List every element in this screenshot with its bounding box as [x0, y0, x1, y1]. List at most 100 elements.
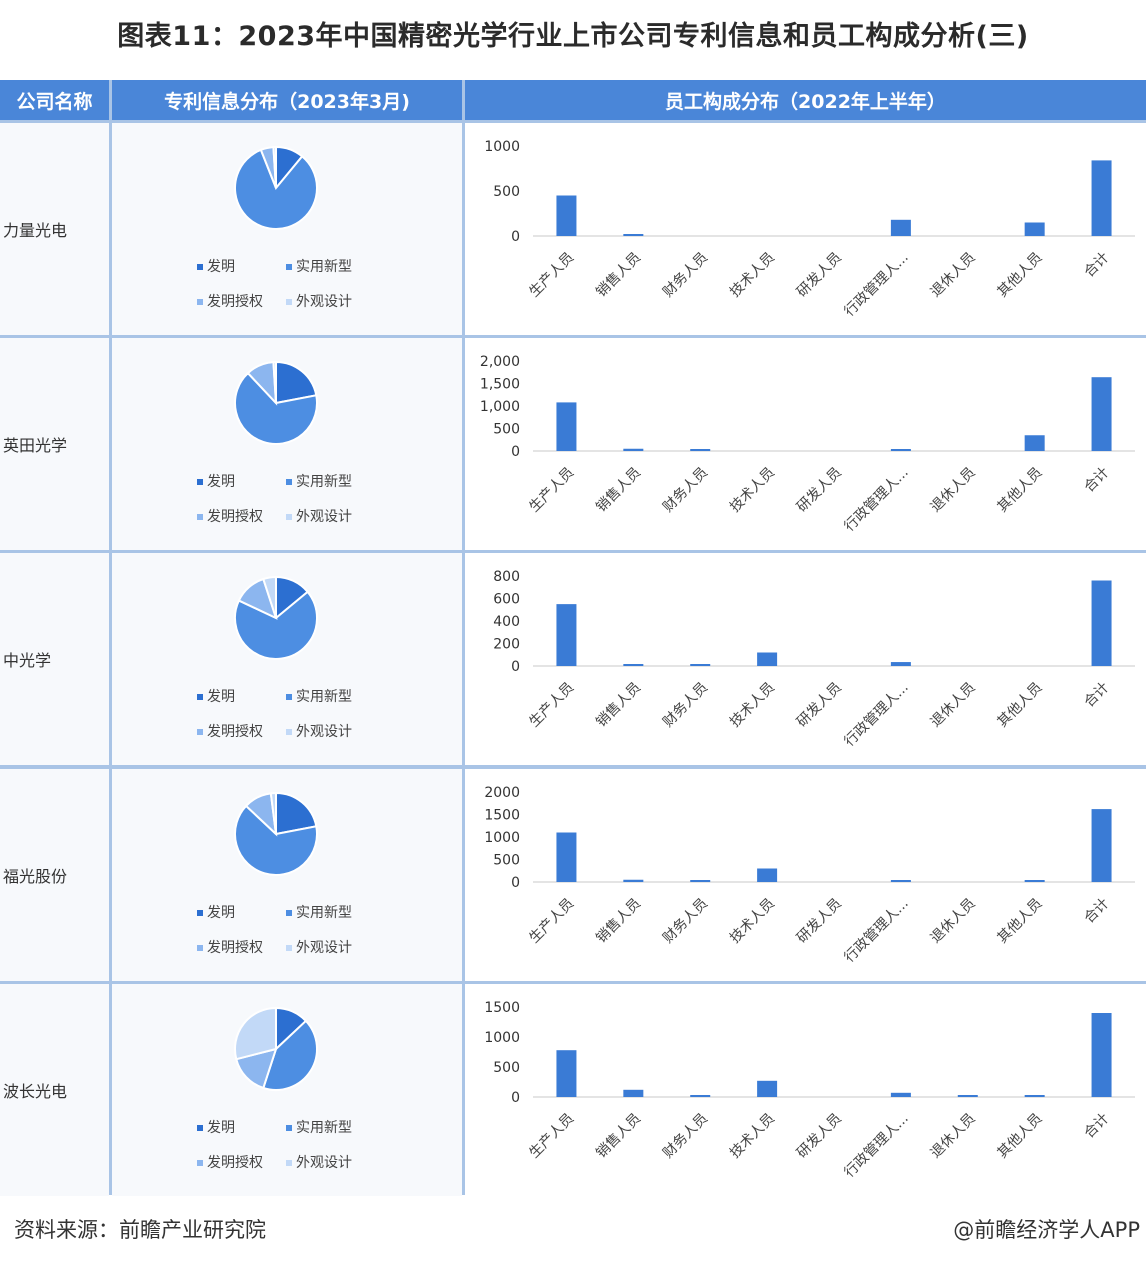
bar-退休人员	[957, 1095, 978, 1097]
y-tick-label: 500	[493, 1060, 520, 1076]
bar-合计	[1091, 1013, 1112, 1097]
bar-chart: 0 200 400 600 800 生产人员 销售人员 财务人员 技术人员 研发人员行政管理人..…	[493, 569, 1135, 750]
source-note: 资料来源：前瞻产业研究院	[14, 1218, 266, 1242]
bar-生产人员	[556, 402, 577, 451]
x-tick-label: 退休人员	[928, 680, 979, 731]
legend-label: 外观设计	[296, 724, 352, 740]
pie-slice-外观设计	[262, 575, 277, 619]
staff-cell: 0 200 400 600 800 生产人员 销售人员 财务人员 技术人员 研发人员 行政管理人..…	[465, 553, 1146, 765]
legend-label: 外观设计	[296, 294, 352, 310]
legend-label: 实用新型	[296, 1120, 352, 1136]
legend-marker	[286, 910, 292, 916]
company-cell: 波长光电	[0, 984, 109, 1196]
x-tick-label: 其他人员	[995, 680, 1046, 731]
pie-slice-实用新型	[234, 804, 318, 876]
bar-生产人员	[556, 195, 577, 236]
company-cell: 英田光学	[0, 338, 109, 550]
table-row: 波长光电 发明 实用新型 发明授权 外观设计 0 500 1000 1500 生产人员 销售人员 财务…	[0, 984, 1146, 1196]
y-tick-label: 2,000	[480, 354, 520, 370]
legend-marker	[286, 1125, 292, 1131]
x-tick-label: 合计	[1081, 896, 1112, 927]
company-name: 力量光电	[3, 221, 68, 240]
company-name: 福光股份	[3, 867, 68, 886]
bar-生产人员	[556, 604, 577, 666]
y-tick-label: 200	[493, 637, 520, 653]
bar-销售人员	[623, 1089, 644, 1097]
y-tick-label: 500	[493, 853, 520, 869]
x-tick-label: 生产人员	[526, 680, 577, 731]
y-tick-label: 1000	[484, 139, 520, 155]
legend-label: 发明	[207, 259, 235, 275]
x-tick-label: 财务人员	[660, 680, 711, 731]
legend-marker	[286, 299, 292, 305]
y-tick-label: 1,500	[480, 377, 520, 393]
staff-cell: 0 500 1000 生产人员 销售人员 财务人员 技术人员 研发人员 行政管理人... 退休人员…	[465, 123, 1146, 335]
company-cell: 福光股份	[0, 769, 109, 981]
bar-财务人员	[690, 449, 711, 451]
legend-marker	[197, 479, 203, 485]
patent-cell: 发明 实用新型 发明授权 外观设计	[112, 123, 462, 335]
bar-行政管理人...	[890, 880, 911, 882]
legend-marker	[197, 299, 203, 305]
y-tick-label: 500	[493, 422, 520, 438]
pie-slice-外观设计	[269, 791, 277, 835]
legend-marker	[286, 1160, 292, 1166]
patent-cell: 发明 实用新型 发明授权 外观设计	[112, 984, 462, 1196]
x-tick-label: 技术人员	[727, 896, 778, 947]
x-tick-label: 其他人员	[995, 465, 1046, 516]
y-tick-label: 0	[511, 1090, 520, 1106]
legend-marker	[197, 945, 203, 951]
legend-marker	[286, 264, 292, 270]
bar-技术人员	[757, 652, 778, 666]
staff-cell: 0 500 1,000 1,500 2,000 生产人员 销售人员 财务人员 技术人员 研发人员行…	[465, 338, 1146, 550]
legend-marker	[197, 1125, 203, 1131]
pie-slice-实用新型	[234, 148, 318, 230]
bar-生产人员	[556, 1050, 577, 1097]
bar-销售人员	[623, 664, 644, 666]
legend-marker	[286, 945, 292, 951]
patent-cell: 发明 实用新型 发明授权 外观设计	[112, 769, 462, 981]
legend-marker	[197, 1160, 203, 1166]
bar-行政管理人...	[890, 1092, 911, 1097]
x-tick-label: 财务人员	[660, 465, 711, 516]
x-tick-label: 合计	[1081, 680, 1112, 711]
legend-label: 发明	[207, 474, 235, 490]
legend-label: 发明	[207, 1120, 235, 1136]
x-tick-label: 退休人员	[928, 250, 979, 301]
table-row: 英田光学 发明 实用新型 发明授权 外观设计 0 500 1,000 1,500 2,000 生产人…	[0, 338, 1146, 550]
x-tick-label: 研发人员	[794, 1111, 845, 1162]
legend-marker	[286, 694, 292, 700]
legend-label: 发明	[207, 905, 235, 921]
legend-label: 发明授权	[207, 294, 263, 310]
bar-chart: 0 500 1000 1500 2000 生产人员 销售人员 财务人员 技术人员 研发人员行政管理…	[484, 785, 1135, 966]
x-tick-label: 技术人员	[727, 465, 778, 516]
header-patent: 专利信息分布（2023年3月)	[112, 80, 462, 120]
x-tick-label: 行政管理人...	[841, 680, 911, 750]
y-tick-label: 0	[511, 444, 520, 460]
x-tick-label: 其他人员	[995, 896, 1046, 947]
x-tick-label: 行政管理人...	[841, 1111, 911, 1181]
bar-生产人员	[556, 832, 577, 882]
bar-chart: 0 500 1,000 1,500 2,000 生产人员 销售人员 财务人员 技术人员 研发人员行…	[480, 354, 1135, 535]
pie-slice-外观设计	[272, 145, 277, 189]
bar-合计	[1091, 809, 1112, 882]
pie-slice-外观设计	[272, 360, 277, 404]
legend-marker	[197, 910, 203, 916]
x-tick-label: 销售人员	[593, 680, 644, 731]
x-tick-label: 销售人员	[593, 250, 644, 301]
x-tick-label: 生产人员	[526, 465, 577, 516]
patent-cell: 发明 实用新型 发明授权 外观设计	[112, 553, 462, 765]
x-tick-label: 研发人员	[794, 680, 845, 731]
legend-marker	[286, 729, 292, 735]
y-tick-label: 600	[493, 592, 520, 608]
x-tick-label: 合计	[1081, 465, 1112, 496]
bar-chart: 0 500 1000 1500 生产人员 销售人员 财务人员 技术人员 研发人员行政管理人...…	[484, 1000, 1135, 1181]
x-tick-label: 销售人员	[593, 465, 644, 516]
bar-财务人员	[690, 664, 711, 666]
table-row: 福光股份 发明 实用新型 发明授权 外观设计 0 500 1000 1500 2000 生产人员 销售…	[0, 769, 1146, 981]
x-tick-label: 销售人员	[593, 1111, 644, 1162]
